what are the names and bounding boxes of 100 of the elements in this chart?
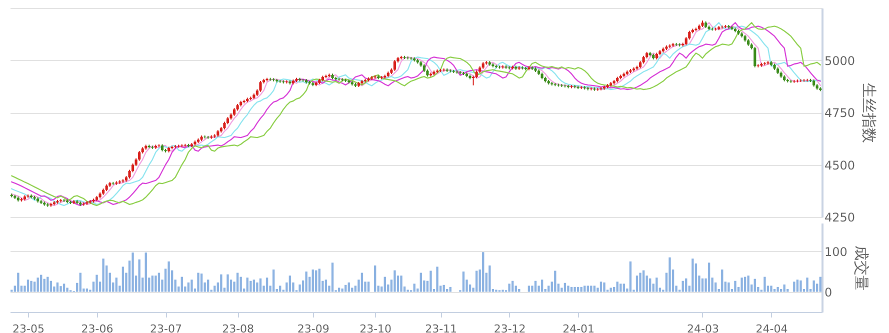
bar (528, 286, 530, 292)
bar (786, 288, 789, 292)
bar (252, 280, 256, 292)
bar (206, 280, 210, 292)
x-tick-label: 23-07 (150, 322, 182, 333)
y-tick-label: 4750 (824, 106, 856, 120)
bar (187, 282, 190, 292)
bar (580, 286, 582, 292)
bar (50, 280, 52, 292)
bar (793, 282, 796, 292)
line-series (11, 22, 821, 206)
x-tick-label: 23-11 (425, 322, 458, 333)
x-tick-label: 24-04 (756, 322, 788, 333)
bar (158, 272, 160, 292)
y-axis-title: 生丝指数 (860, 83, 878, 143)
bar (26, 280, 30, 292)
bar (122, 266, 124, 292)
bar (298, 284, 301, 292)
bar (446, 288, 448, 292)
bar (436, 266, 438, 292)
bar (636, 276, 638, 292)
bar (344, 284, 347, 292)
y-tick-label: 5000 (824, 54, 856, 68)
x-tick-label: 23-08 (222, 322, 254, 333)
bar (36, 278, 39, 292)
bar (348, 282, 350, 292)
bar (770, 286, 772, 292)
candlestick (393, 60, 396, 72)
bar (240, 276, 242, 292)
bar (180, 276, 183, 292)
bar (642, 270, 645, 292)
bar (214, 286, 216, 292)
bar (374, 265, 376, 292)
y-tick-label: 100 (824, 244, 848, 259)
bar (324, 280, 328, 292)
bar (639, 272, 642, 292)
bar (511, 280, 514, 292)
bar (60, 286, 62, 292)
bar (288, 276, 292, 292)
bar (449, 286, 452, 292)
bar (138, 259, 140, 292)
bar (776, 286, 779, 292)
candlestick (259, 80, 262, 92)
bar (701, 278, 704, 292)
bar (692, 258, 694, 292)
x-tick-label: 23-05 (12, 322, 44, 333)
bar (318, 268, 321, 292)
bar (610, 288, 612, 292)
bar (668, 257, 671, 292)
bar (305, 272, 308, 292)
bar (747, 276, 750, 292)
bar (200, 274, 203, 292)
bar (40, 274, 42, 292)
x-tick-label: 24-01 (562, 322, 595, 333)
bar (272, 270, 275, 292)
bar (62, 284, 66, 292)
bar (783, 284, 786, 292)
bar (754, 278, 756, 292)
bar (593, 286, 596, 292)
bar (331, 262, 334, 292)
bar (102, 258, 104, 292)
bar (482, 252, 484, 292)
bar (30, 280, 32, 292)
bar (96, 274, 98, 292)
bar (197, 272, 200, 292)
bar (534, 280, 537, 292)
bar (540, 280, 544, 292)
bar (764, 276, 766, 292)
bar (740, 278, 743, 292)
bar (576, 286, 580, 292)
bar (384, 276, 386, 292)
bar (548, 286, 550, 292)
bar (46, 276, 49, 292)
bar (462, 272, 465, 292)
bar (685, 278, 688, 292)
bar (721, 270, 724, 292)
bar (649, 278, 652, 292)
bar (168, 261, 170, 292)
bar (430, 270, 432, 292)
bar (574, 286, 576, 292)
bar (590, 286, 592, 292)
bar (800, 280, 802, 292)
bar (17, 272, 20, 292)
bar (250, 280, 252, 292)
bar (554, 270, 556, 292)
bar (728, 282, 730, 292)
bar (115, 278, 118, 292)
bar (780, 288, 782, 292)
x-tick-label: 24-03 (687, 322, 719, 333)
bar (442, 284, 445, 292)
bar (259, 278, 262, 292)
bar (734, 280, 736, 292)
y-tick-label: 0 (824, 285, 832, 300)
bar (584, 286, 586, 292)
bar (622, 284, 626, 292)
bar (312, 270, 314, 292)
bar (56, 282, 59, 292)
bar (682, 280, 684, 292)
bar (819, 276, 822, 292)
bar (256, 282, 258, 292)
